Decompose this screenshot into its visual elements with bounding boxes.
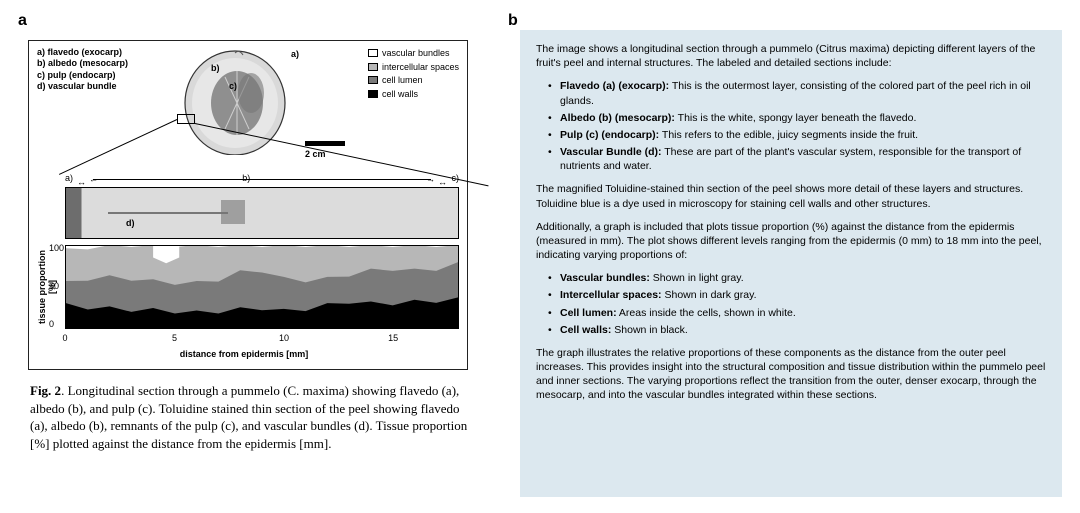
legend-swatch xyxy=(368,90,378,98)
list-item: Pulp (c) (endocarp): This refers to the … xyxy=(548,128,1046,142)
term: Flavedo (a) (exocarp): xyxy=(560,80,669,92)
legend-item: vascular bundles xyxy=(368,47,459,60)
legend-item: intercellular spaces xyxy=(368,61,459,74)
colors-list: Vascular bundles: Shown in light gray. In… xyxy=(536,271,1046,337)
figure-caption: Fig. 2. Longitudinal section through a p… xyxy=(20,382,480,452)
fruit-ptr-c: c) xyxy=(229,81,237,91)
anatomy-label: b) albedo (mesocarp) xyxy=(37,58,128,69)
description-box: The image shows a longitudinal section t… xyxy=(520,30,1062,497)
legend-swatch xyxy=(368,63,378,71)
desc-para3: Additionally, a graph is included that p… xyxy=(536,220,1046,263)
panel-label-a: a xyxy=(18,12,27,30)
region-a: a) xyxy=(65,173,73,183)
panel-label-b: b xyxy=(508,12,518,30)
scale-bar xyxy=(305,141,345,146)
region-b: b) xyxy=(242,173,250,183)
desc-intro: The image shows a longitudinal section t… xyxy=(536,42,1046,70)
anatomy-labels: a) flavedo (exocarp)b) albedo (mesocarp)… xyxy=(37,47,128,92)
list-item: Albedo (b) (mesocarp): This is the white… xyxy=(548,111,1046,125)
x-axis-label: distance from epidermis [mm] xyxy=(29,349,459,359)
xtick-0: 0 xyxy=(62,333,67,343)
term: Cell walls: xyxy=(560,324,611,336)
definition: Shown in light gray. xyxy=(650,272,744,284)
definition: Areas inside the cells, shown in white. xyxy=(617,307,796,319)
term: Pulp (c) (endocarp): xyxy=(560,129,659,141)
scale-bar-label: 2 cm xyxy=(305,149,326,159)
anatomy-label: c) pulp (endocarp) xyxy=(37,70,128,81)
caption-body: . Longitudinal section through a pummelo… xyxy=(30,383,467,451)
legend-label: intercellular spaces xyxy=(382,61,459,74)
list-item: Intercellular spaces: Shown in dark gray… xyxy=(548,288,1046,302)
list-item: Cell walls: Shown in black. xyxy=(548,323,1046,337)
legend-label: vascular bundles xyxy=(382,47,450,60)
ytick-0: 0 xyxy=(49,319,54,329)
zoom-source-box xyxy=(177,114,195,124)
layers-list: Flavedo (a) (exocarp): This is the outer… xyxy=(536,79,1046,173)
term: Albedo (b) (mesocarp): xyxy=(560,112,675,124)
list-item: Flavedo (a) (exocarp): This is the outer… xyxy=(548,79,1046,107)
left-panel: a) flavedo (exocarp)b) albedo (mesocarp)… xyxy=(20,40,480,452)
legend-label: cell walls xyxy=(382,88,418,101)
definition: Shown in black. xyxy=(611,324,687,336)
region-marker-row: a) ↔ b) ← → ↔ c) xyxy=(65,175,459,185)
x-axis-ticks: 0 5 10 15 xyxy=(65,333,459,347)
ytick-1: 50 xyxy=(49,281,59,291)
xtick-1: 5 xyxy=(172,333,177,343)
anatomy-label: a) flavedo (exocarp) xyxy=(37,47,128,58)
zoom-line-left xyxy=(59,119,177,175)
desc-para2: The magnified Toluidine-stained thin sec… xyxy=(536,182,1046,210)
desc-para4: The graph illustrates the relative propo… xyxy=(536,346,1046,403)
legend-item: cell lumen xyxy=(368,74,459,87)
micrograph-strip: d) xyxy=(65,187,459,239)
definition: Shown in dark gray. xyxy=(662,289,757,301)
term: Intercellular spaces: xyxy=(560,289,662,301)
anatomy-label: d) vascular bundle xyxy=(37,81,128,92)
xtick-3: 15 xyxy=(388,333,398,343)
definition: This is the white, spongy layer beneath … xyxy=(675,112,916,124)
legend-swatch xyxy=(368,76,378,84)
term: Vascular bundles: xyxy=(560,272,650,284)
list-item: Vascular bundles: Shown in light gray. xyxy=(548,271,1046,285)
micro-ptr-d: d) xyxy=(126,218,135,228)
region-c: c) xyxy=(452,173,460,183)
caption-lead: Fig. 2 xyxy=(30,383,61,398)
list-item: Vascular Bundle (d): These are part of t… xyxy=(548,145,1046,173)
term: Vascular Bundle (d): xyxy=(560,146,662,158)
fruit-ptr-b: b) xyxy=(211,63,220,73)
definition: This refers to the edible, juicy segment… xyxy=(659,129,918,141)
legend-swatch xyxy=(368,49,378,57)
term: Cell lumen: xyxy=(560,307,617,319)
legend-label: cell lumen xyxy=(382,74,423,87)
legend-item: cell walls xyxy=(368,88,459,101)
fruit-ptr-a: a) xyxy=(291,49,299,59)
xtick-2: 10 xyxy=(279,333,289,343)
list-item: Cell lumen: Areas inside the cells, show… xyxy=(548,306,1046,320)
chart-legend: vascular bundlesintercellular spacescell… xyxy=(368,47,459,101)
ytick-2: 100 xyxy=(49,243,64,253)
figure-box: a) flavedo (exocarp)b) albedo (mesocarp)… xyxy=(28,40,468,370)
tissue-chart xyxy=(65,245,459,329)
